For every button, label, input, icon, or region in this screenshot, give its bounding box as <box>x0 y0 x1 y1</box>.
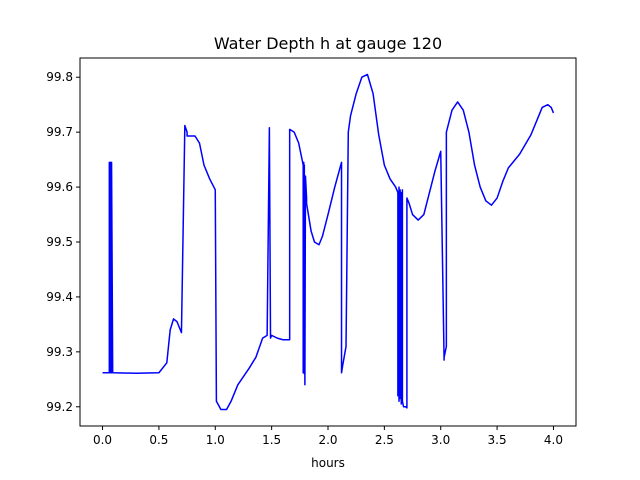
y-tick-label: 99.8 <box>46 70 73 84</box>
x-tick-label: 1.5 <box>262 433 281 447</box>
y-tick-label: 99.7 <box>46 125 73 139</box>
x-tick-label: 3.5 <box>488 433 507 447</box>
chart-title: Water Depth h at gauge 120 <box>214 34 442 53</box>
y-tick-label: 99.4 <box>46 290 73 304</box>
x-tick-label: 2.5 <box>375 433 394 447</box>
plot-area <box>79 57 577 427</box>
x-axis-label: hours <box>311 456 345 470</box>
x-tick-label: 3.0 <box>431 433 450 447</box>
y-axis: 99.2 99.3 99.4 99.5 99.6 99.7 99.8 <box>46 70 80 414</box>
x-tick-label: 2.0 <box>318 433 337 447</box>
plot-background <box>80 58 576 426</box>
series-layer <box>102 73 555 411</box>
x-axis: 0.0 0.5 1.0 1.5 2.0 2.5 3.0 3.5 4.0 <box>93 426 563 447</box>
y-tick-label: 99.3 <box>46 345 73 359</box>
y-tick-label: 99.2 <box>46 400 73 414</box>
series-line-0 <box>102 73 555 411</box>
x-tick-label: 0.0 <box>93 433 112 447</box>
x-tick-label: 0.5 <box>149 433 168 447</box>
y-tick-label: 99.6 <box>46 180 73 194</box>
y-tick-label: 99.5 <box>46 235 73 249</box>
x-tick-label: 1.0 <box>206 433 225 447</box>
x-tick-label: 4.0 <box>544 433 563 447</box>
